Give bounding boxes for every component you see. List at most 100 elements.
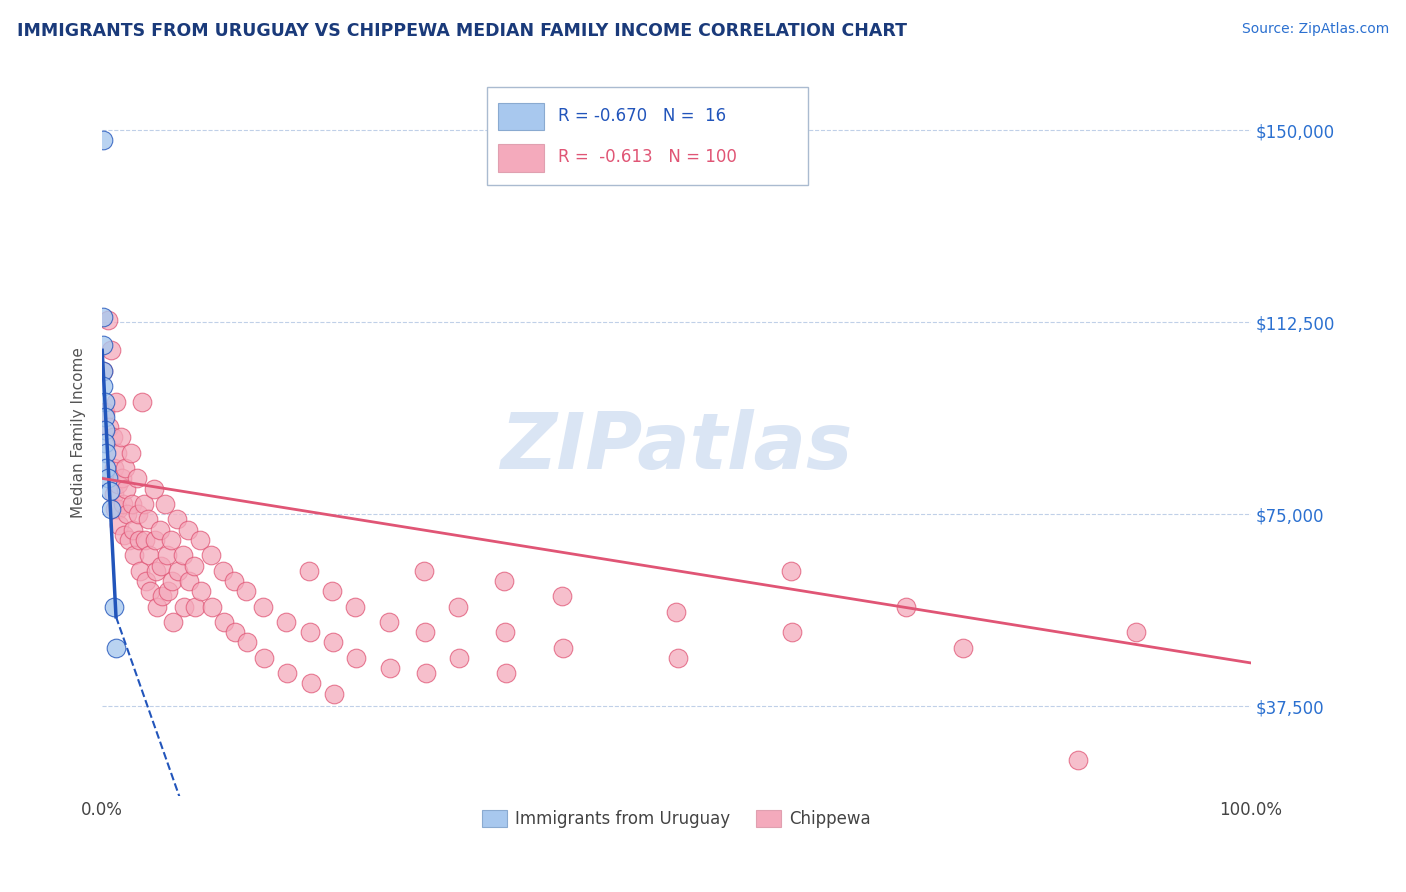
Point [1067, 753, 1090, 767]
Point [183, 558, 205, 573]
Point [274, 615, 297, 629]
Point [413, 625, 436, 640]
Point [236, 635, 259, 649]
Point [298, 564, 321, 578]
Point [121, 497, 143, 511]
Point [412, 564, 434, 578]
Point [201, 599, 224, 614]
Point [179, 574, 201, 588]
Point [415, 666, 437, 681]
Point [127, 508, 149, 522]
Point [104, 502, 127, 516]
Point [93, 338, 115, 352]
Point [93, 379, 115, 393]
Point [93, 133, 115, 147]
Point [172, 549, 194, 563]
Point [323, 687, 346, 701]
Point [380, 661, 402, 675]
Point [93, 364, 115, 378]
Point [100, 502, 122, 516]
Point [494, 574, 516, 588]
Point [131, 394, 153, 409]
FancyBboxPatch shape [498, 145, 544, 172]
Point [188, 533, 211, 547]
Point [122, 523, 145, 537]
Point [124, 549, 146, 563]
Point [115, 482, 138, 496]
Point [252, 599, 274, 614]
Point [224, 625, 246, 640]
Point [344, 650, 367, 665]
Point [177, 523, 200, 537]
Point [93, 364, 115, 378]
Point [184, 599, 207, 614]
Point [112, 528, 135, 542]
Point [167, 564, 190, 578]
Point [103, 487, 125, 501]
Point [149, 523, 172, 537]
Point [343, 599, 366, 614]
Point [98, 484, 121, 499]
Point [97, 312, 120, 326]
Point [135, 574, 157, 588]
Point [142, 482, 165, 496]
Point [666, 650, 689, 665]
Point [155, 549, 177, 563]
Point [665, 605, 688, 619]
Point [160, 533, 183, 547]
Point [149, 558, 172, 573]
Point [139, 584, 162, 599]
Point [780, 564, 803, 578]
FancyBboxPatch shape [498, 103, 544, 130]
Point [105, 446, 128, 460]
Point [212, 615, 235, 629]
Point [146, 599, 169, 614]
Point [93, 394, 115, 409]
Point [495, 666, 517, 681]
Point [97, 471, 120, 485]
Point [93, 405, 115, 419]
Point [94, 446, 117, 460]
Point [211, 564, 233, 578]
Point [114, 461, 136, 475]
Point [93, 435, 115, 450]
Point [150, 589, 173, 603]
Point [107, 502, 129, 516]
Point [952, 640, 974, 655]
Point [321, 584, 343, 599]
Point [117, 508, 139, 522]
Point [378, 615, 401, 629]
Point [166, 512, 188, 526]
Text: R =  -0.613   N = 100: R = -0.613 N = 100 [558, 148, 737, 166]
Point [104, 640, 127, 655]
Point [129, 564, 152, 578]
Point [1125, 625, 1147, 640]
Point [145, 564, 167, 578]
Point [111, 471, 134, 485]
Point [108, 517, 131, 532]
Point [253, 650, 276, 665]
Point [162, 615, 184, 629]
Point [200, 549, 222, 563]
Point [100, 343, 122, 358]
Text: ZIPatlas: ZIPatlas [501, 409, 852, 485]
Point [551, 640, 574, 655]
Point [93, 409, 115, 424]
Point [299, 676, 322, 690]
Y-axis label: Median Family Income: Median Family Income [72, 347, 86, 517]
Point [224, 574, 246, 588]
Point [104, 394, 127, 409]
Point [173, 599, 195, 614]
Point [132, 497, 155, 511]
Point [143, 533, 166, 547]
Point [103, 599, 125, 614]
Point [494, 625, 516, 640]
Point [276, 666, 298, 681]
Point [782, 625, 804, 640]
Point [162, 574, 184, 588]
FancyBboxPatch shape [486, 87, 808, 185]
Point [134, 533, 156, 547]
Point [235, 584, 257, 599]
Point [94, 461, 117, 475]
Point [103, 461, 125, 475]
